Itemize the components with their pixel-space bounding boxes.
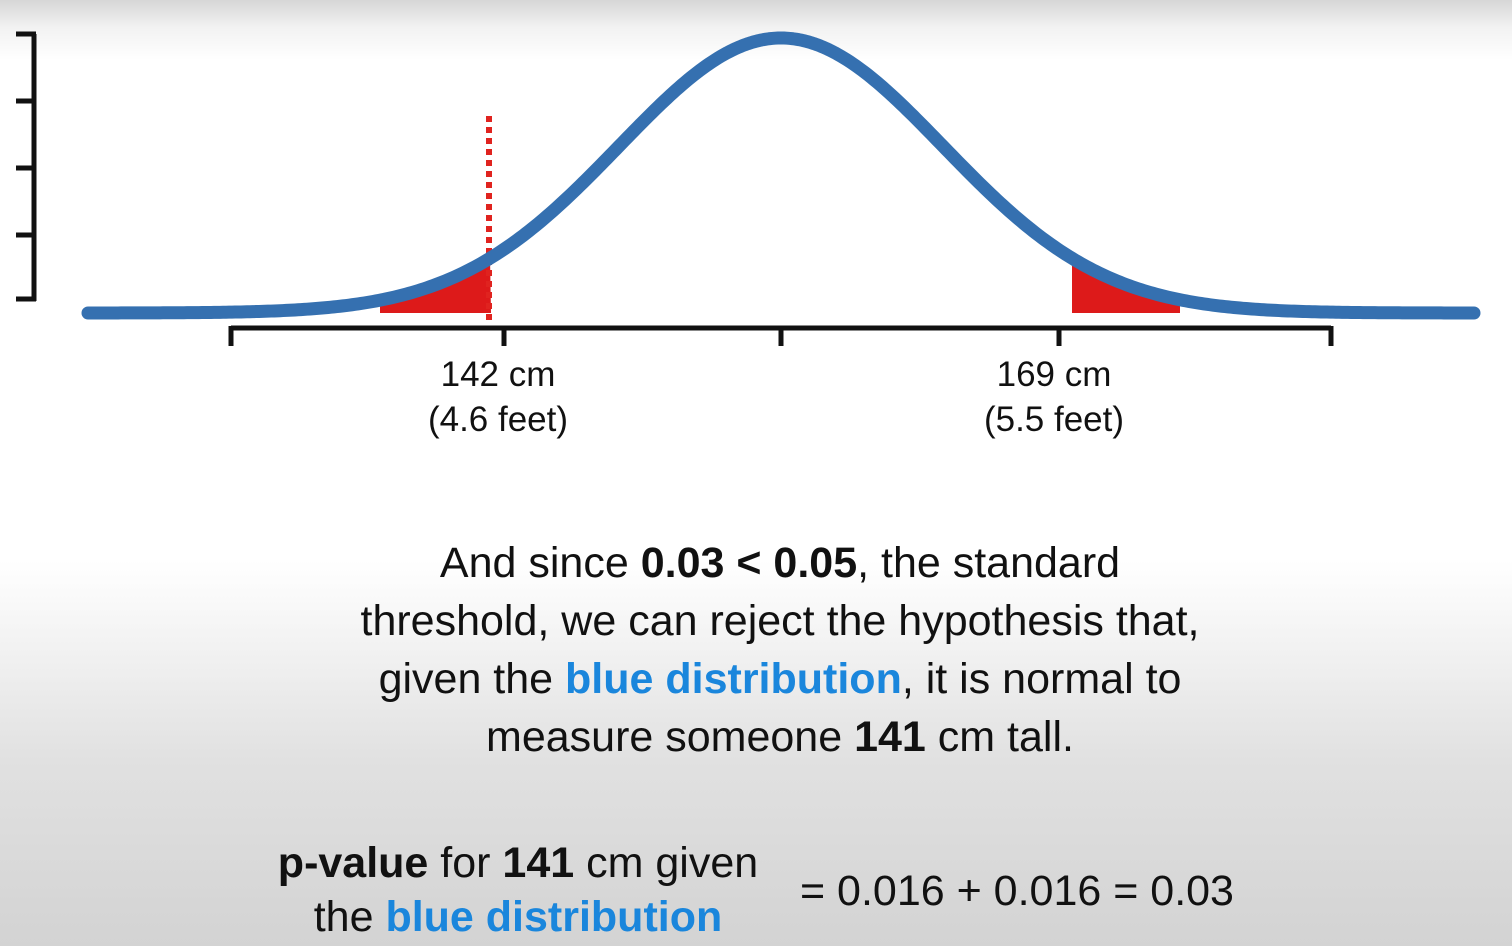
caption-line-4: measure someone 141 cm tall. — [486, 713, 1074, 761]
comparison-bold: 0.03 < 0.05 — [640, 539, 858, 587]
x-axis — [228, 325, 1334, 346]
tick-label-169-cm: 169 cm — [996, 355, 1112, 394]
pvalue-label: p-value for 141 cm given the blue distri… — [220, 836, 816, 944]
caption-line-3: given the blue distribution, it is norma… — [378, 655, 1182, 703]
caption-text: And since 0.03 < 0.05, the standard thre… — [230, 534, 1330, 766]
caption-line-1: And since 0.03 < 0.05, the standard — [439, 539, 1121, 587]
tick-label-169: 169 cm (5.5 feet) — [924, 352, 1184, 442]
tick-label-142-feet: (4.6 feet) — [427, 400, 569, 439]
tick-label-142: 142 cm (4.6 feet) — [368, 352, 628, 442]
tick-label-142-cm: 142 cm — [440, 355, 556, 394]
bell-curve — [81, 31, 1481, 320]
pvalue-label-line-2: the blue distribution — [313, 893, 723, 941]
pvalue-equation: = 0.016 + 0.016 = 0.03 — [800, 867, 1234, 915]
pvalue-label-line-1: p-value for 141 cm given — [277, 839, 759, 887]
pvalue-blue-distribution: blue distribution — [385, 893, 723, 941]
y-axis — [16, 31, 37, 302]
tick-label-169-feet: (5.5 feet) — [983, 400, 1125, 439]
height-value-bold: 141 — [854, 713, 926, 761]
normal-distribution-diagram — [16, 31, 1481, 346]
blue-distribution-highlight: blue distribution — [565, 655, 902, 703]
caption-line-2: threshold, we can reject the hypothesis … — [360, 597, 1200, 645]
